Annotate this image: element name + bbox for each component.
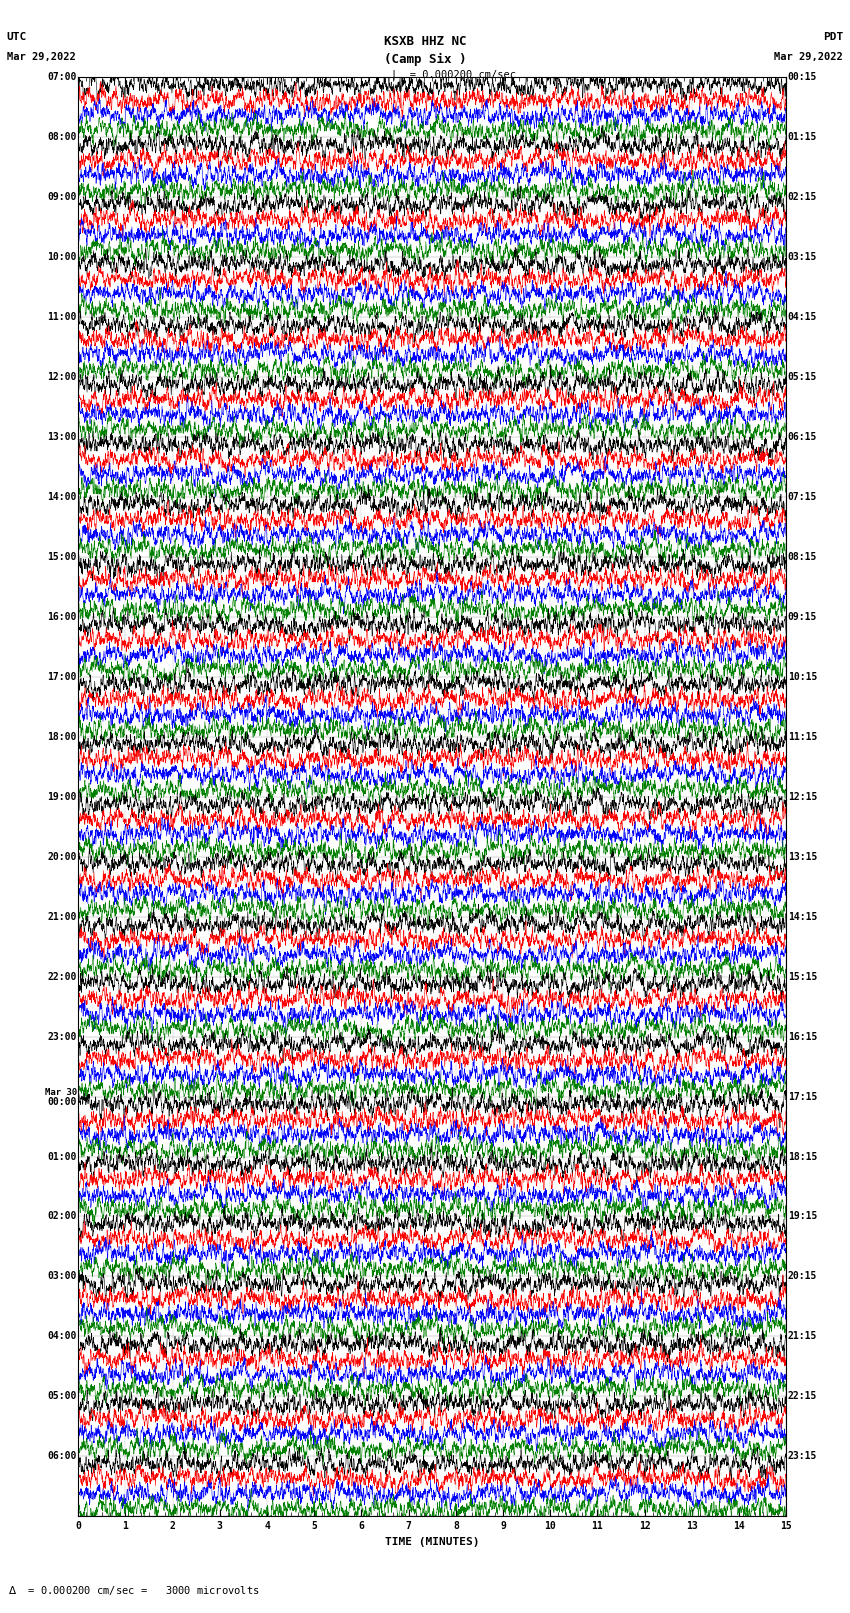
- Text: 07:00: 07:00: [48, 73, 76, 82]
- Text: 07:15: 07:15: [788, 492, 817, 502]
- Text: 00:00: 00:00: [48, 1097, 76, 1107]
- Text: 14:15: 14:15: [788, 911, 817, 921]
- Text: 05:00: 05:00: [48, 1392, 76, 1402]
- Text: KSXB HHZ NC: KSXB HHZ NC: [383, 35, 467, 48]
- Text: 04:00: 04:00: [48, 1331, 76, 1342]
- X-axis label: TIME (MINUTES): TIME (MINUTES): [385, 1537, 479, 1547]
- Text: 20:15: 20:15: [788, 1271, 817, 1281]
- Text: 11:00: 11:00: [48, 313, 76, 323]
- Text: 20:00: 20:00: [48, 852, 76, 861]
- Text: |  = 0.000200 cm/sec: | = 0.000200 cm/sec: [391, 69, 516, 81]
- Text: PDT: PDT: [823, 32, 843, 42]
- Text: 12:15: 12:15: [788, 792, 817, 802]
- Text: 05:15: 05:15: [788, 373, 817, 382]
- Text: 19:15: 19:15: [788, 1211, 817, 1221]
- Text: 01:15: 01:15: [788, 132, 817, 142]
- Text: 00:15: 00:15: [788, 73, 817, 82]
- Text: 14:00: 14:00: [48, 492, 76, 502]
- Text: 18:00: 18:00: [48, 732, 76, 742]
- Text: 11:15: 11:15: [788, 732, 817, 742]
- Text: 09:00: 09:00: [48, 192, 76, 202]
- Text: 23:15: 23:15: [788, 1452, 817, 1461]
- Text: $\Delta$  = 0.000200 cm/sec =   3000 microvolts: $\Delta$ = 0.000200 cm/sec = 3000 microv…: [8, 1584, 260, 1597]
- Text: Mar 30: Mar 30: [44, 1087, 76, 1097]
- Text: 18:15: 18:15: [788, 1152, 817, 1161]
- Text: 12:00: 12:00: [48, 373, 76, 382]
- Text: 19:00: 19:00: [48, 792, 76, 802]
- Text: 15:00: 15:00: [48, 552, 76, 561]
- Text: 01:00: 01:00: [48, 1152, 76, 1161]
- Text: 23:00: 23:00: [48, 1032, 76, 1042]
- Text: Mar 29,2022: Mar 29,2022: [7, 52, 76, 61]
- Text: 04:15: 04:15: [788, 313, 817, 323]
- Text: 13:15: 13:15: [788, 852, 817, 861]
- Text: 16:00: 16:00: [48, 611, 76, 623]
- Text: (Camp Six ): (Camp Six ): [383, 53, 467, 66]
- Text: 08:00: 08:00: [48, 132, 76, 142]
- Text: 10:00: 10:00: [48, 252, 76, 263]
- Text: 06:15: 06:15: [788, 432, 817, 442]
- Text: 21:00: 21:00: [48, 911, 76, 921]
- Text: 21:15: 21:15: [788, 1331, 817, 1342]
- Text: 03:15: 03:15: [788, 252, 817, 263]
- Text: 09:15: 09:15: [788, 611, 817, 623]
- Text: UTC: UTC: [7, 32, 27, 42]
- Text: 16:15: 16:15: [788, 1032, 817, 1042]
- Text: 17:15: 17:15: [788, 1092, 817, 1102]
- Text: 08:15: 08:15: [788, 552, 817, 561]
- Text: 03:00: 03:00: [48, 1271, 76, 1281]
- Text: 17:00: 17:00: [48, 673, 76, 682]
- Text: 06:00: 06:00: [48, 1452, 76, 1461]
- Text: Mar 29,2022: Mar 29,2022: [774, 52, 843, 61]
- Text: 10:15: 10:15: [788, 673, 817, 682]
- Text: 02:00: 02:00: [48, 1211, 76, 1221]
- Text: 22:15: 22:15: [788, 1392, 817, 1402]
- Text: 22:00: 22:00: [48, 971, 76, 982]
- Text: 15:15: 15:15: [788, 971, 817, 982]
- Text: 13:00: 13:00: [48, 432, 76, 442]
- Text: 02:15: 02:15: [788, 192, 817, 202]
